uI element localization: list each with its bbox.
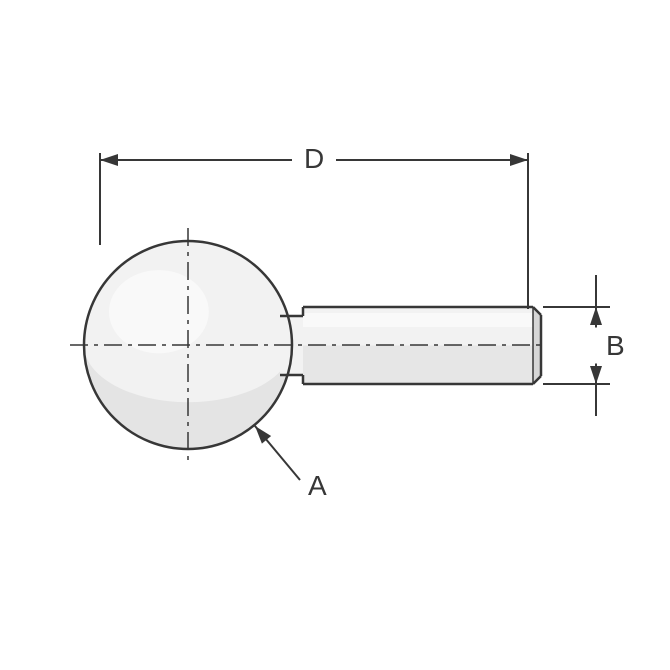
dimension-label-d: D [304, 143, 324, 175]
diagram-svg [0, 0, 670, 670]
dimension-label-b: B [606, 330, 625, 362]
dimension-label-a: A [308, 470, 327, 502]
drawing-canvas: D B A [0, 0, 670, 670]
